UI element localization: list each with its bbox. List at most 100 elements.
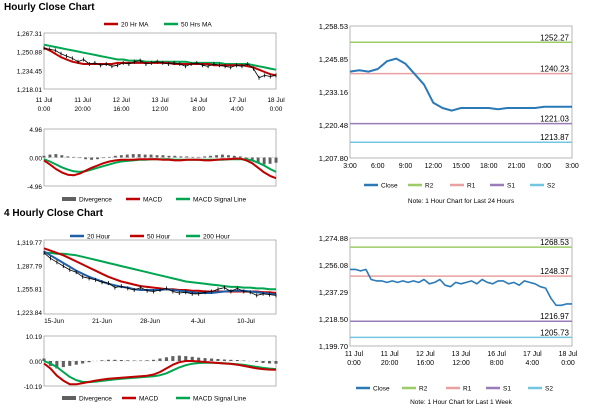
hourly-divergence-bar — [244, 157, 248, 159]
legend-hourly-macd-label: MACD — [143, 197, 162, 204]
four-hourly-section-title: 4 Hourly Close Chart — [4, 208, 103, 219]
four-hourly-price-x-tick: 4-Jul — [191, 318, 206, 325]
four-hourly-close-line — [43, 252, 277, 296]
four-hourly-divergence-bar — [164, 357, 168, 361]
hourly-pivot-close-line — [349, 57, 572, 112]
legend-four-hourly-macd-signal-label: MACD Signal Line — [193, 396, 246, 403]
hourly-divergence-bar — [66, 156, 70, 158]
hourly-divergence-bar — [78, 157, 82, 159]
hourly-price-x-tick: 4:00 — [231, 106, 244, 113]
four-hourly-divergence-bar — [139, 360, 143, 361]
four-hourly-pivot-x-tick: 0:00 — [561, 360, 575, 367]
hourly-50hr-ma-line — [43, 43, 277, 71]
legend-200-hour-label: 200 Hour — [203, 234, 231, 241]
four-hourly-divergence-bar — [74, 361, 78, 365]
hourly-macd-y-tick: 0.00 — [29, 156, 42, 163]
hourly-divergence-bar — [137, 154, 141, 158]
legend-hourly-pivot-r2-label: R2 — [425, 183, 434, 190]
hourly-price-x-tick: 0:00 — [38, 106, 51, 113]
four-hourly-divergence-bar — [158, 358, 162, 361]
hourly-macd-signal-line — [43, 158, 277, 173]
four-hourly-divergence-bar — [100, 360, 104, 361]
four-hourly-pivot-x-tick: 4:00 — [526, 360, 540, 367]
hourly-price-y-tick: 1,218.01 — [17, 87, 43, 94]
four-hourly-divergence-bar — [216, 359, 220, 361]
four-hourly-divergence-bar — [268, 361, 272, 364]
four-hourly-price-y-tick: 1,255.81 — [17, 287, 43, 294]
hourly-divergence-bar — [221, 154, 224, 158]
hourly-divergence-bar — [274, 157, 278, 163]
hourly-price-x-tick: 13 Jul — [151, 97, 169, 104]
four-hourly-pivot-x-tick: 12 Jul — [416, 351, 435, 358]
hourly-price-x-tick: 20:00 — [75, 106, 92, 113]
four-hourly-price-plot-frame — [43, 239, 277, 315]
four-hourly-divergence-bar — [68, 361, 72, 366]
hourly-divergence-bar — [102, 157, 105, 159]
four-hourly-pivot-x-tick: 16:00 — [417, 360, 435, 367]
hourly-divergence-bar — [167, 155, 171, 158]
hourly-pivot-s2-label: 1213.87 — [540, 133, 569, 142]
hourly-divergence-bar — [149, 154, 153, 158]
hourly-divergence-bar — [96, 157, 99, 160]
hourly-pivot-x-tick: 0:00 — [537, 163, 551, 170]
four-hourly-price-y-tick: 1,223.84 — [17, 310, 43, 317]
four-hourly-divergence-bar — [203, 358, 207, 361]
hourly-divergence-bar — [232, 155, 236, 158]
four-hourly-pivot-y-tick: 1,256.08 — [319, 261, 348, 270]
hourly-pivot-r2-label: 1252.27 — [540, 33, 569, 42]
hourly-macd-y-tick: -4.96 — [27, 184, 42, 191]
hourly-price-x-tick: 11 Jul — [74, 97, 91, 104]
legend-20-hour-label: 20 Hour — [87, 234, 111, 241]
hourly-divergence-bar — [113, 155, 117, 158]
hourly-price-x-tick: 11 Jul — [36, 97, 53, 104]
four-hourly-macd-line — [43, 360, 277, 386]
four-hourly-pivot-y-tick: 1,237.29 — [319, 288, 348, 297]
hourly-divergence-bar — [48, 154, 52, 158]
hourly-pivot-x-tick: 12:00 — [424, 163, 442, 170]
hourly-price-y-tick: 1,250.88 — [17, 50, 43, 57]
hourly-pivot-x-tick: 3:00 — [565, 163, 579, 170]
four-hourly-divergence-bar — [55, 361, 59, 369]
four-hourly-pivot-r1-label: 1248.37 — [540, 267, 569, 276]
four-hourly-divergence-bar — [119, 360, 123, 361]
four-hourly-divergence-bar — [152, 359, 156, 361]
four-hourly-divergence-bar — [222, 359, 226, 361]
legend-four-hourly-pivot-close-label: Close — [373, 386, 390, 393]
four-hourly-pivot-x-tick: 16 Jul — [487, 351, 506, 358]
legend-four-hourly-divergence-label: Divergence — [79, 396, 112, 403]
four-hourly-price-y-tick: 1,319.77 — [17, 240, 43, 247]
hourly-divergence-bar — [185, 156, 189, 158]
hourly-price-y-tick: 1,267.31 — [17, 31, 43, 38]
legend-hourly-pivot-s1-label: S1 — [507, 183, 515, 190]
legend-hourly-divergence-label: Divergence — [79, 197, 112, 204]
hourly-pivot-x-tick: 3:00 — [343, 163, 357, 170]
hourly-price-x-tick: 0:00 — [270, 106, 283, 113]
four-hourly-pivot-close-line — [350, 268, 572, 307]
four-hourly-divergence-bar — [229, 359, 233, 361]
four-hourly-divergence-bar — [87, 361, 91, 363]
hourly-divergence-bar — [203, 156, 207, 158]
hourly-price-x-tick: 12 Jul — [113, 97, 131, 104]
hourly-divergence-bar — [131, 154, 135, 158]
hourly-divergence-bar — [173, 155, 177, 158]
hourly-divergence-bar — [250, 157, 254, 161]
hourly-divergence-bar — [238, 156, 242, 158]
four-hourly-pivot-x-tick: 0:00 — [347, 360, 361, 367]
hourly-divergence-bar — [84, 157, 88, 160]
hourly-section-title: Hourly Close Chart — [4, 2, 95, 13]
hourly-close-line — [43, 47, 277, 79]
four-hourly-divergence-bar — [42, 358, 46, 361]
hourly-pivot-x-tick: 15:00 — [452, 163, 470, 170]
four-hourly-price-x-tick: 28-Jun — [140, 318, 160, 325]
hourly-pivot-x-tick: 21:00 — [508, 163, 526, 170]
four-hourly-pivot-y-tick: 1,199.70 — [319, 342, 348, 351]
hourly-price-x-tick: 12:00 — [152, 106, 169, 113]
hourly-price-x-tick: 17 Jul — [229, 97, 247, 104]
hourly-divergence-bar — [209, 155, 212, 158]
four-hourly-pivot-x-tick: 11 Jul — [381, 351, 400, 358]
four-hourly-pivot-note: Note: 1 Hour Chart for Last 1 Week — [410, 399, 513, 406]
legend-50hrs-ma-label: 50 Hrs MA — [181, 22, 212, 29]
hourly-pivot-x-tick: 18:00 — [480, 163, 498, 170]
hourly-divergence-bar — [155, 155, 159, 158]
hourly-pivot-x-tick: 6:00 — [371, 163, 385, 170]
